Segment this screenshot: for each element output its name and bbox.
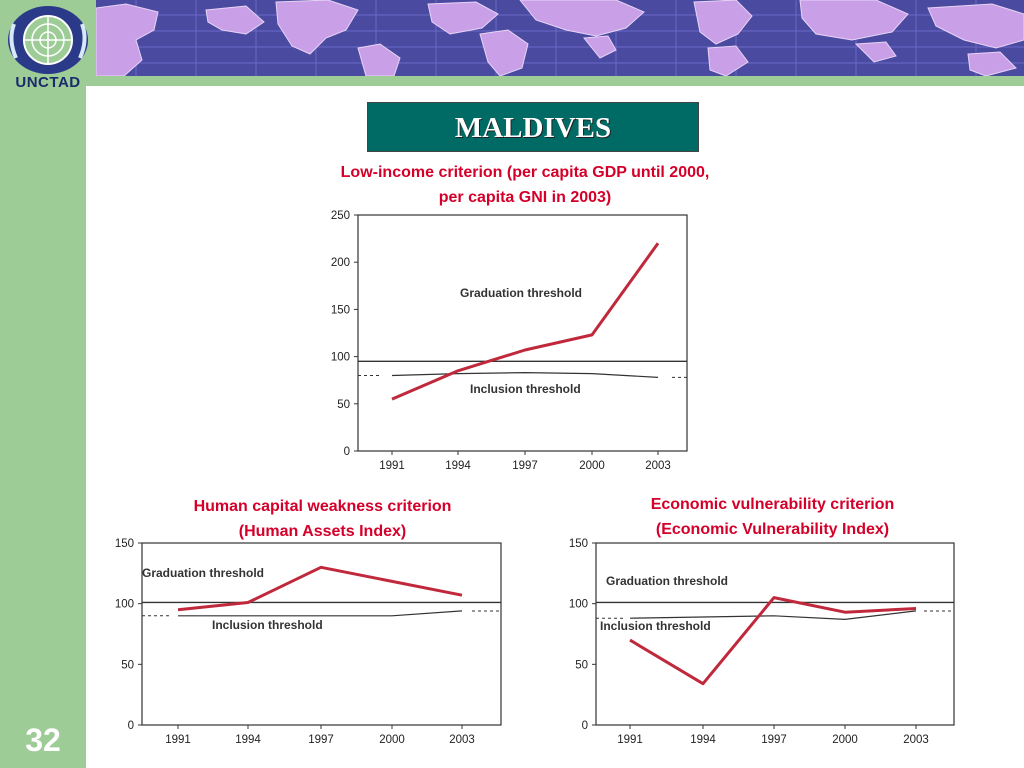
y-tick-label: 100 [331,352,350,364]
x-tick-label: 2000 [379,734,405,746]
x-tick-label: 1991 [379,460,405,472]
x-tick-label: 2003 [449,734,475,746]
caption-human-capital: Human capital weakness criterion (Human … [145,494,500,544]
inclusion-threshold-label: Inclusion threshold [470,382,581,396]
x-tick-label: 2003 [903,734,929,746]
x-tick-label: 1994 [445,460,471,472]
x-tick-label: 2003 [645,460,671,472]
graduation-threshold-label: Graduation threshold [460,286,582,300]
country-series-line [629,596,917,686]
plot-frame [357,214,688,452]
y-tick-label: 50 [121,659,134,671]
caption-line: Economic vulnerability criterion [650,496,895,513]
y-tick-label: 200 [331,257,350,269]
chart-economic-vulnerability: 0 50 100 150 1991 1994 1997 2000 2003 Graduation … [569,538,955,746]
caption-economic-vulnerability: Economic vulnerability criterion (Econom… [580,492,965,542]
graduation-threshold-label: Graduation threshold [142,566,264,580]
inclusion-threshold-line [178,610,463,617]
caption-low-income: Low-income criterion (per capita GDP unt… [280,160,770,210]
inclusion-threshold-line [629,610,917,621]
y-tick-label: 0 [344,446,350,458]
inclusion-threshold-line [391,371,659,378]
caption-line: (Human Assets Index) [238,523,407,540]
country-series-line [391,242,660,401]
y-tick-label: 50 [575,659,588,671]
world-map-graphic [96,0,1024,76]
slide-title: MALDIVES [454,112,612,144]
y-tick-label: 0 [128,720,134,732]
y-tick-label: 0 [582,720,588,732]
org-name: UNCTAD [15,74,81,91]
left-frame-bar [0,0,86,768]
y-tick-label: 150 [331,304,350,316]
x-tick-label: 1997 [512,460,538,472]
slide-number: 32 [25,722,61,758]
y-tick-label: 50 [337,399,350,411]
x-tick-label: 1991 [165,734,191,746]
caption-line: Human capital weakness criterion [193,498,452,515]
plot-frame [141,542,502,726]
y-tick-label: 250 [331,210,350,222]
y-tick-label: 150 [115,538,134,550]
y-tick-label: 100 [569,599,588,611]
un-emblem-logo [4,4,92,76]
chart-low-income: 0 50 100 150 200 250 1991 1994 1997 2000 2003 Gradu… [331,210,688,472]
inclusion-threshold-label: Inclusion threshold [212,618,323,632]
world-map-banner [96,0,1024,76]
plot-frame [595,542,955,726]
x-tick-label: 2000 [579,460,605,472]
y-tick-label: 150 [569,538,588,550]
x-tick-label: 1991 [617,734,643,746]
caption-line: (Economic Vulnerability Index) [655,521,890,538]
x-tick-label: 1994 [690,734,716,746]
x-tick-label: 2000 [832,734,858,746]
y-tick-label: 100 [115,599,134,611]
chart-human-assets: 0 50 100 150 1991 1994 1997 2000 2003 Graduation … [115,538,502,746]
x-tick-label: 1997 [308,734,334,746]
x-tick-label: 1997 [761,734,787,746]
un-emblem-icon [8,6,88,74]
inclusion-threshold-label: Inclusion threshold [600,619,711,633]
country-series-line [177,565,463,612]
caption-line: per capita GNI in 2003) [438,189,612,206]
graduation-threshold-label: Graduation threshold [606,574,728,588]
slide-title-box: MALDIVES [367,102,699,152]
x-tick-label: 1994 [235,734,261,746]
caption-line: Low-income criterion (per capita GDP unt… [340,164,710,181]
